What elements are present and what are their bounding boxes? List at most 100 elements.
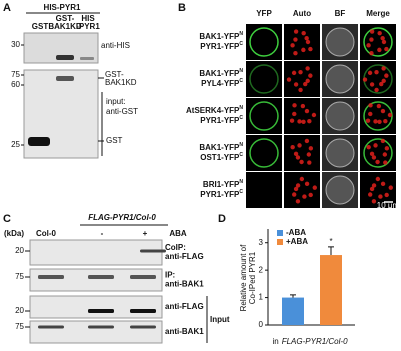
y-tick-label: 2 [259, 265, 264, 274]
chloroplast [304, 181, 310, 187]
antibody: anti-BAK1 [165, 280, 204, 289]
header: FLAG-PYR1/Col-0 [88, 213, 156, 222]
construct: BAK1-YFP [199, 32, 240, 41]
construct: PYR1-YFP [200, 116, 240, 125]
chloroplast [384, 146, 390, 151]
chloroplast [305, 66, 310, 71]
marker: 75 [15, 322, 24, 331]
chloroplast [308, 146, 314, 151]
column-label: - [101, 229, 104, 238]
band [80, 57, 94, 60]
chloroplast [381, 66, 386, 71]
legend-label: +ABA [286, 237, 308, 246]
chloroplast [381, 39, 387, 45]
micrograph [246, 135, 282, 171]
column-label: Col-0 [36, 229, 57, 238]
chloroplast [298, 87, 303, 93]
error-bar [290, 294, 296, 298]
construct: BRI1-YFP [203, 180, 240, 189]
chloroplast [384, 46, 389, 52]
micrograph [284, 24, 320, 60]
antibody: anti-BAK1 [165, 327, 204, 336]
chloroplast [388, 185, 393, 190]
micrograph [360, 24, 396, 60]
band [38, 275, 64, 279]
superscript: N [239, 31, 243, 37]
column-header: Auto [293, 9, 311, 18]
micrograph [246, 172, 282, 208]
yfp-signal [363, 138, 393, 168]
header: HIS-PYR1 [44, 3, 81, 12]
chloroplast [382, 152, 388, 157]
blot [29, 320, 163, 344]
lane-label: GST [32, 22, 49, 31]
chloroplast [293, 151, 299, 157]
chloroplast [304, 108, 310, 114]
yfp-signal [363, 101, 393, 131]
marker: 30 [11, 40, 20, 49]
panel-label: B [178, 2, 186, 14]
antibody: anti-FLAG [165, 302, 204, 311]
chloroplast [308, 73, 313, 78]
lane-label: BAK1KD [48, 22, 82, 31]
chloroplast [374, 69, 379, 75]
input-label: Input [210, 315, 230, 324]
column-label: ABA [169, 229, 187, 238]
band [130, 309, 156, 313]
chloroplast [295, 155, 301, 160]
blot [29, 239, 163, 266]
y-tick-label: 0 [259, 320, 264, 329]
construct: OST1-YFP [200, 153, 240, 162]
chloroplast [301, 30, 306, 36]
row-label: BAK1-YFPN [199, 142, 243, 152]
band [140, 249, 166, 253]
blot [29, 295, 163, 319]
chloroplast [295, 183, 301, 188]
row-label: BRI1-YFPN [203, 179, 243, 189]
chloroplast [299, 176, 305, 182]
band [56, 76, 74, 81]
micrograph [246, 61, 282, 97]
legend-swatch [277, 230, 283, 236]
band [88, 275, 114, 279]
bar [320, 255, 342, 325]
chloroplast [380, 181, 386, 187]
panel-label: D [218, 213, 226, 225]
chloroplast [362, 77, 368, 82]
antibody: anti-GST [106, 107, 138, 116]
chloroplast [306, 152, 312, 157]
chloroplast [368, 103, 373, 108]
chloroplast [369, 151, 375, 157]
micrograph [284, 135, 320, 171]
chloroplast [380, 108, 386, 114]
chloroplast [377, 30, 382, 36]
chloroplast [291, 70, 297, 76]
chloroplast [304, 36, 309, 41]
chloroplast [286, 77, 292, 82]
chloroplast [369, 82, 375, 87]
cell [325, 64, 355, 94]
superscript: C [239, 115, 243, 121]
scale-label: 10 μm [377, 201, 400, 210]
chloroplast [293, 82, 299, 87]
yfp-signal [249, 138, 279, 168]
micrograph [360, 135, 396, 171]
construct: PYR1-YFP [200, 42, 240, 51]
superscript: N [239, 68, 243, 74]
chloroplast [297, 143, 302, 148]
band-label: GST- [105, 70, 124, 79]
chloroplast [312, 185, 317, 190]
micrograph [246, 98, 282, 134]
chloroplast [380, 36, 385, 41]
row-label: OST1-YFPC [200, 152, 243, 162]
chloroplast [374, 87, 379, 93]
chloroplast [303, 81, 308, 87]
chloroplast [369, 186, 375, 192]
band [130, 325, 156, 329]
chloroplast [383, 119, 388, 124]
chloroplast [290, 144, 295, 150]
cell [325, 138, 355, 168]
chloroplast [295, 199, 301, 204]
chloroplast [369, 37, 374, 42]
